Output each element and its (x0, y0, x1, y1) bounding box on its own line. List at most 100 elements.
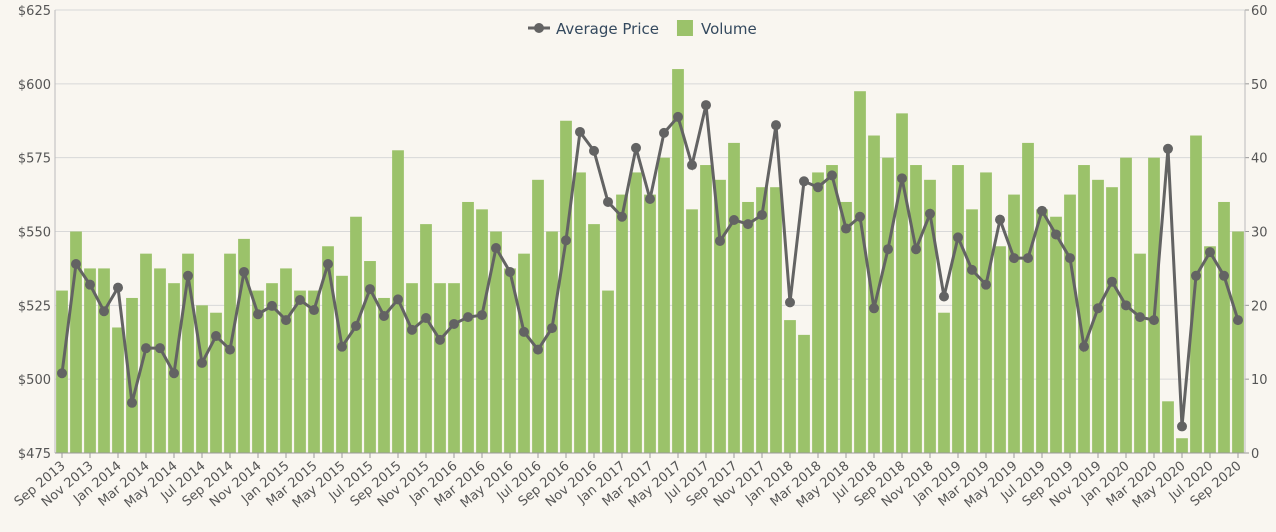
bar (700, 165, 712, 454)
bar (882, 157, 894, 453)
point (491, 243, 501, 254)
point (1079, 341, 1089, 352)
bar (350, 216, 362, 453)
bar (546, 231, 558, 453)
bar (210, 312, 222, 453)
point (631, 142, 641, 153)
bar (1008, 194, 1020, 454)
y2-tick-label: 30 (1251, 226, 1268, 241)
bar (490, 231, 502, 453)
point (925, 208, 935, 219)
bar (1176, 438, 1188, 453)
point (141, 343, 151, 354)
bar (1050, 216, 1062, 453)
point (197, 357, 207, 368)
bar (952, 165, 964, 454)
bar (616, 194, 628, 454)
bar (336, 275, 348, 453)
bar (1036, 209, 1048, 453)
bar (1204, 246, 1216, 453)
point (855, 211, 865, 222)
point (785, 297, 795, 308)
y-tick-label: $525 (18, 299, 51, 314)
bar (1106, 187, 1118, 453)
point (1121, 300, 1131, 311)
bar (532, 179, 544, 454)
point (701, 100, 711, 111)
point (771, 120, 781, 131)
bar (182, 253, 194, 453)
bar (686, 209, 698, 453)
point (1135, 312, 1145, 323)
bar (812, 172, 824, 453)
bar (728, 142, 740, 453)
point (1023, 253, 1033, 264)
bar (826, 165, 838, 454)
point (1163, 143, 1173, 154)
bar (266, 283, 278, 453)
bar (980, 172, 992, 453)
bar (924, 179, 936, 454)
bar (518, 253, 530, 453)
bar (784, 320, 796, 453)
bar (672, 69, 684, 454)
point (589, 145, 599, 156)
point (799, 176, 809, 187)
y-tick-label: $550 (18, 226, 51, 241)
y2-tick-label: 60 (1251, 4, 1268, 19)
point (477, 310, 487, 321)
point (71, 258, 81, 269)
point (435, 334, 445, 345)
point (533, 344, 543, 355)
point (295, 295, 305, 306)
bar (910, 165, 922, 454)
y-tick-label: $600 (18, 78, 51, 93)
point (183, 270, 193, 281)
y2-tick-label: 0 (1251, 447, 1259, 462)
point (981, 279, 991, 290)
point (883, 244, 893, 255)
bar (1022, 142, 1034, 453)
point (715, 235, 725, 246)
bar (658, 157, 670, 453)
point (211, 331, 221, 342)
point (953, 232, 963, 243)
bar (126, 297, 138, 453)
point (99, 306, 109, 317)
bar (756, 187, 768, 453)
point (1051, 229, 1061, 240)
point (337, 341, 347, 352)
point (309, 305, 319, 316)
legend-swatch (676, 20, 693, 36)
y-tick-label: $500 (18, 373, 51, 388)
point (547, 323, 557, 334)
point (743, 219, 753, 230)
legend-label[interactable]: Average Price (556, 20, 659, 38)
point (645, 194, 655, 205)
point (267, 300, 277, 311)
bar (322, 246, 334, 453)
point (995, 214, 1005, 225)
point (127, 397, 137, 408)
point (379, 310, 389, 321)
bar (378, 297, 390, 453)
bar (560, 120, 572, 453)
bar (112, 327, 124, 453)
point (561, 235, 571, 246)
legend-label[interactable]: Volume (701, 20, 757, 38)
point (365, 284, 375, 295)
point (617, 211, 627, 222)
bar (70, 231, 82, 453)
point (673, 111, 683, 122)
point (519, 326, 529, 337)
bar (630, 172, 642, 453)
bar (406, 283, 418, 453)
bar (1218, 201, 1230, 453)
point (841, 223, 851, 234)
point (757, 209, 767, 220)
bar (938, 312, 950, 453)
bar (294, 290, 306, 453)
point (1149, 315, 1159, 326)
bar (840, 201, 852, 453)
